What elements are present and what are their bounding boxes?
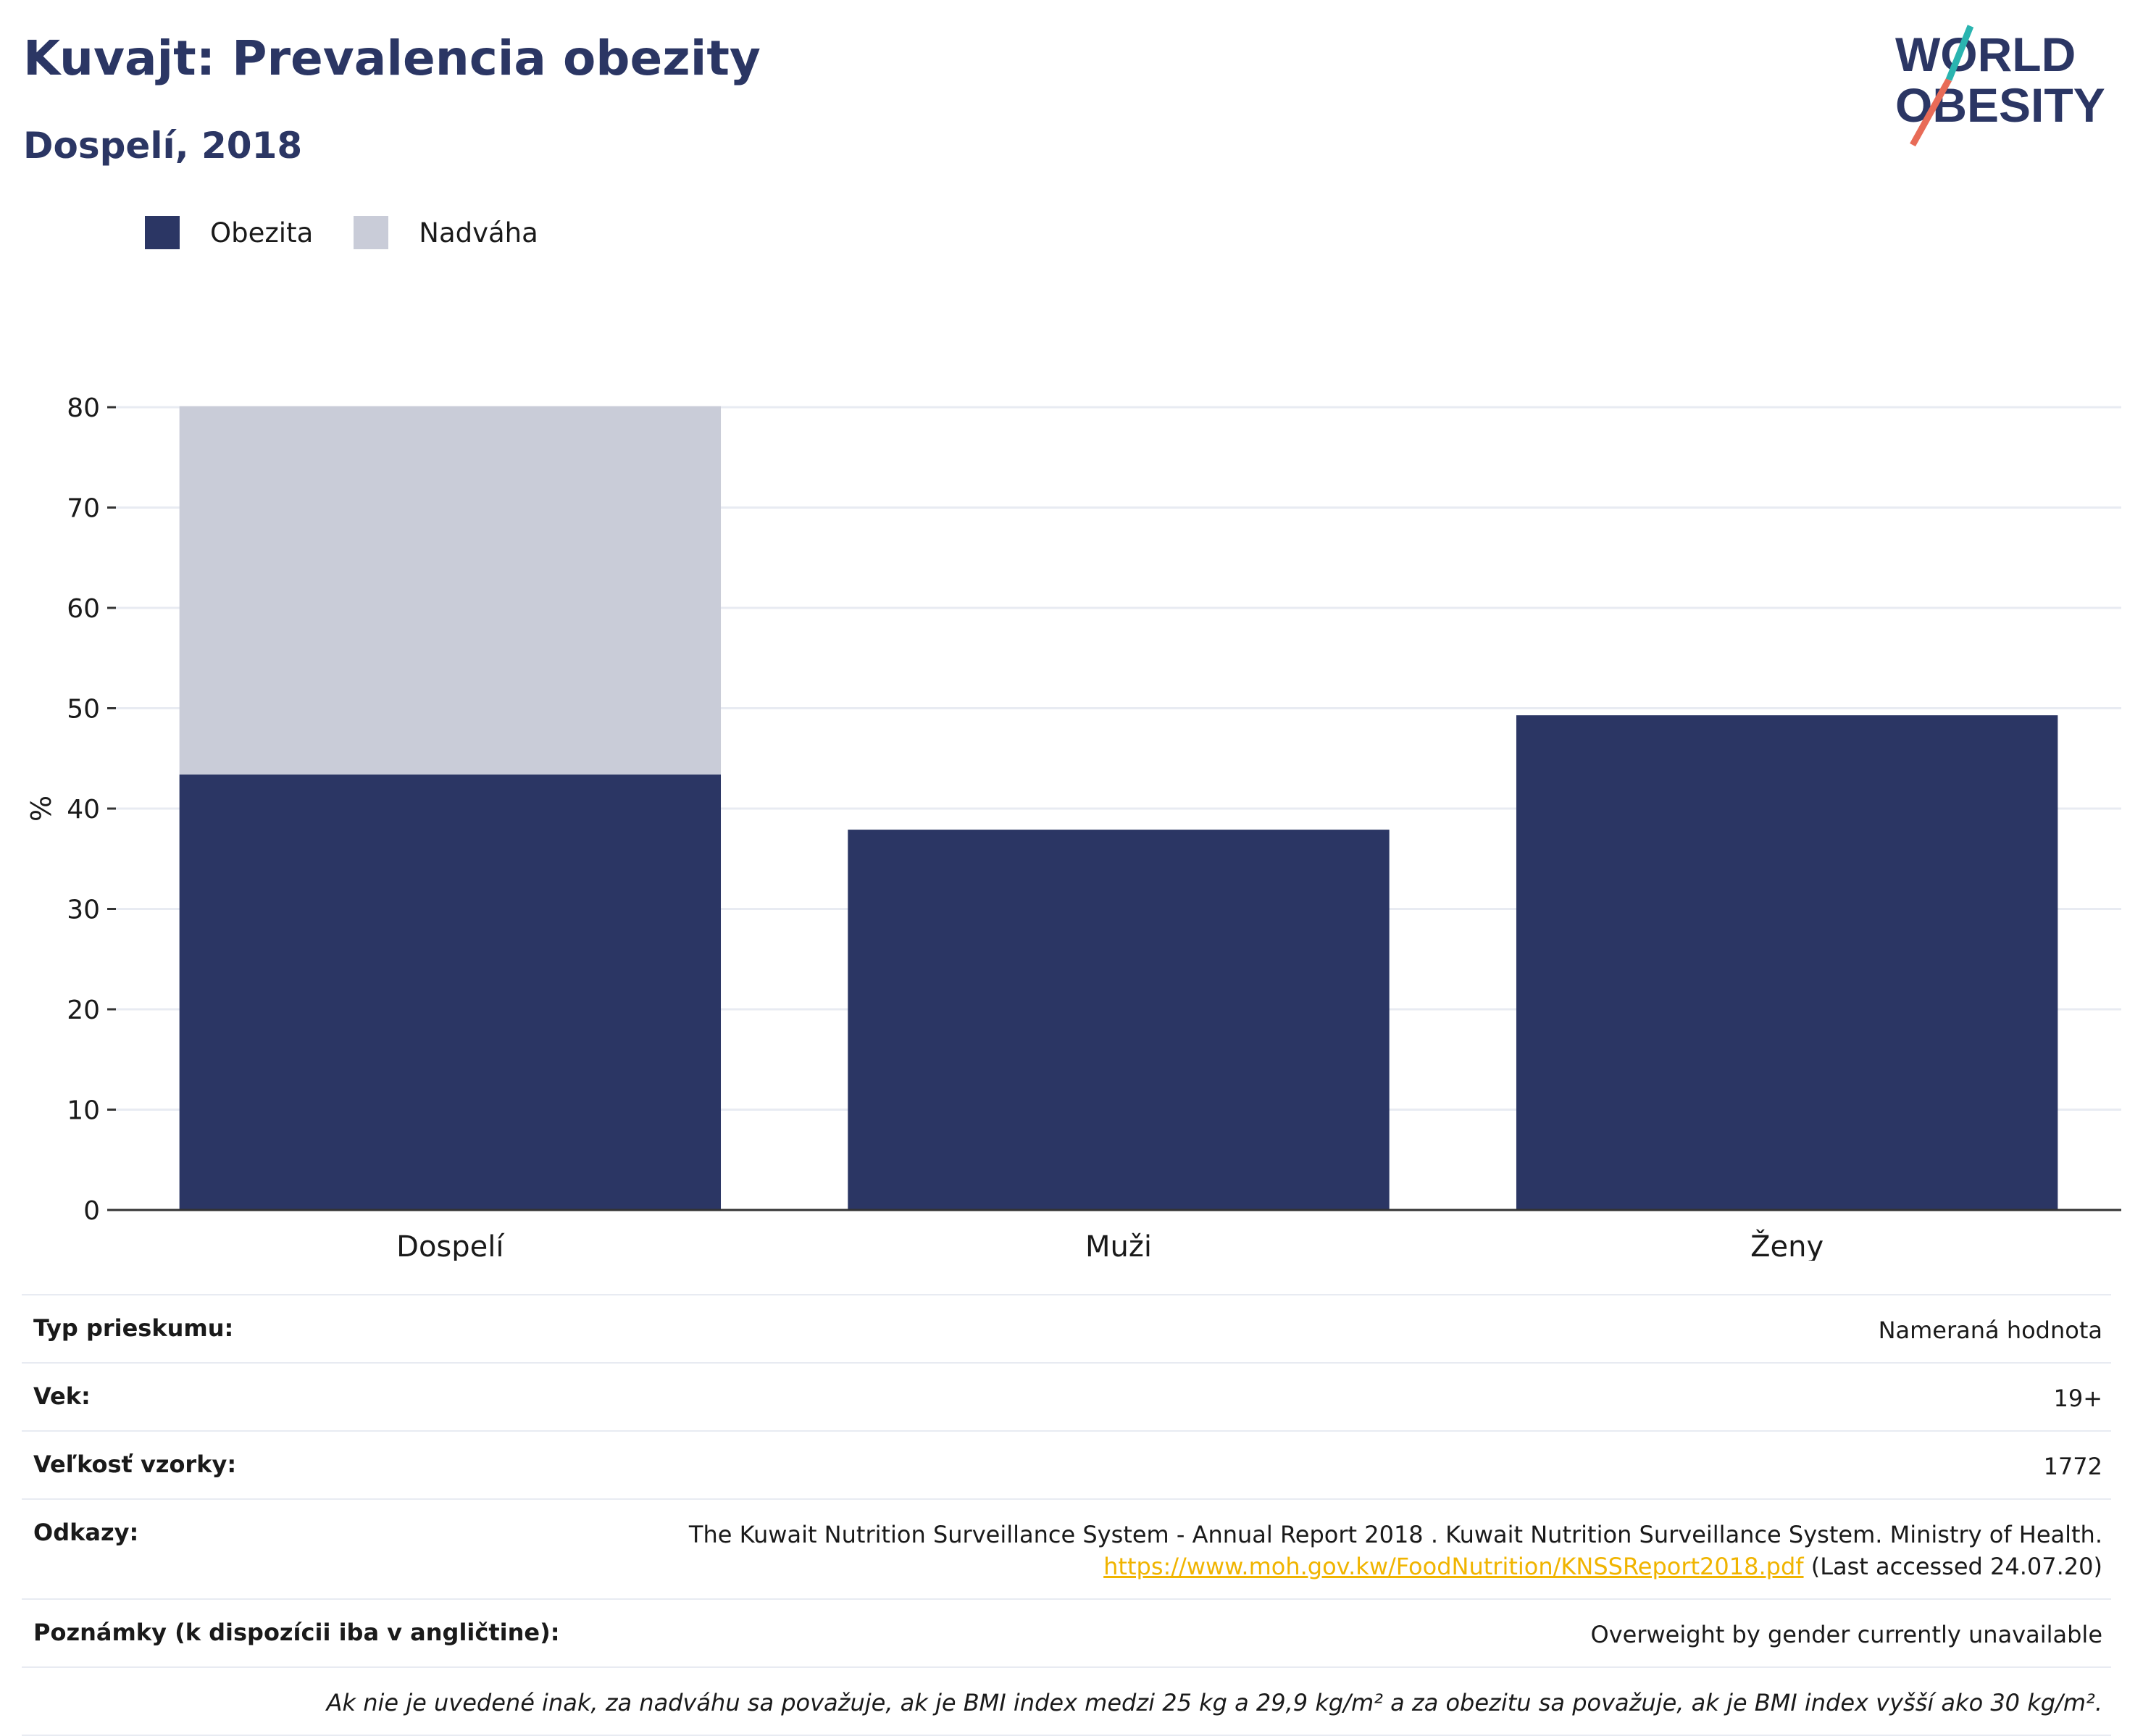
info-row-sample-size: Veľkosť vzorky: 1772 xyxy=(22,1430,2111,1498)
y-tick-label: 0 xyxy=(83,1196,100,1226)
logo-line2: OBESITY xyxy=(1895,78,2105,132)
y-tick-label: 30 xyxy=(67,896,100,925)
reference-link[interactable]: https://www.moh.gov.kw/FoodNutrition/KNS… xyxy=(1103,1553,1804,1580)
y-tick-label: 50 xyxy=(67,695,100,725)
legend-swatch-overweight xyxy=(354,216,389,249)
info-key: Odkazy: xyxy=(33,1519,139,1546)
info-key: Veľkosť vzorky: xyxy=(33,1451,237,1478)
chart-title: Kuvajt: Prevalencia obezity xyxy=(23,30,761,86)
logo-slash-teal xyxy=(1945,25,1974,81)
x-tick-label: Ženy xyxy=(1750,1229,1824,1261)
info-row-survey-type: Typ prieskumu: Nameraná hodnota xyxy=(22,1294,2111,1362)
logo-slash-red xyxy=(1910,78,1952,147)
legend-item-overweight[interactable]: Nadváha xyxy=(354,216,538,249)
y-tick-label: 80 xyxy=(67,393,100,423)
logo-line1: WORLD xyxy=(1895,28,2076,81)
chart-subtitle: Dospelí, 2018 xyxy=(23,125,303,167)
y-axis-label: % xyxy=(25,796,57,822)
reference-text: The Kuwait Nutrition Surveillance System… xyxy=(688,1521,2102,1548)
bar-obesity-1 xyxy=(848,830,1390,1210)
bar-obesity-2 xyxy=(1516,715,2058,1210)
info-value: Nameraná hodnota xyxy=(1878,1316,2102,1344)
info-row-footnote: Ak nie je uvedené inak, za nadváhu sa po… xyxy=(22,1666,2111,1736)
footnote: Ak nie je uvedené inak, za nadváhu sa po… xyxy=(326,1689,2102,1716)
info-key: Typ prieskumu: xyxy=(33,1314,234,1342)
survey-info-table: Typ prieskumu: Nameraná hodnota Vek: 19+… xyxy=(22,1294,2111,1736)
bar-overweight-0 xyxy=(179,406,722,775)
world-obesity-logo: WORLD OBESITY xyxy=(1895,25,2105,147)
y-tick-label: 10 xyxy=(67,1096,100,1126)
y-tick-label: 20 xyxy=(67,996,100,1025)
info-value: 19+ xyxy=(2053,1385,2102,1412)
legend-item-obesity[interactable]: Obezita xyxy=(145,216,313,249)
y-tick-label: 70 xyxy=(67,494,100,524)
info-value: The Kuwait Nutrition Surveillance System… xyxy=(689,1519,2102,1582)
legend-label-overweight: Nadváha xyxy=(419,217,538,249)
info-row-notes: Poznámky (k dispozícii iba v angličtine)… xyxy=(22,1598,2111,1666)
y-tick-label: 40 xyxy=(67,795,100,825)
legend-label-obesity: Obezita xyxy=(210,217,314,249)
info-value: Overweight by gender currently unavailab… xyxy=(1590,1621,2103,1648)
info-row-references: Odkazy: The Kuwait Nutrition Surveillanc… xyxy=(22,1498,2111,1598)
bar-chart: 0 10 20 30 40 50 60 70 80% Dospelí Muži Ženy xyxy=(25,393,2121,1261)
info-value: 1772 xyxy=(2043,1453,2102,1480)
chart-legend: Obezita Nadváha xyxy=(145,216,579,249)
x-tick-label: Dospelí xyxy=(396,1230,505,1261)
x-tick-label: Muži xyxy=(1085,1230,1152,1261)
info-row-age: Vek: 19+ xyxy=(22,1362,2111,1430)
bar-obesity-0 xyxy=(179,774,722,1210)
info-key: Poznámky (k dispozícii iba v angličtine)… xyxy=(33,1619,560,1646)
info-key: Vek: xyxy=(33,1382,91,1410)
reference-suffix: (Last accessed 24.07.20) xyxy=(1803,1553,2102,1580)
y-tick-label: 60 xyxy=(67,594,100,624)
legend-swatch-obesity xyxy=(145,216,180,249)
